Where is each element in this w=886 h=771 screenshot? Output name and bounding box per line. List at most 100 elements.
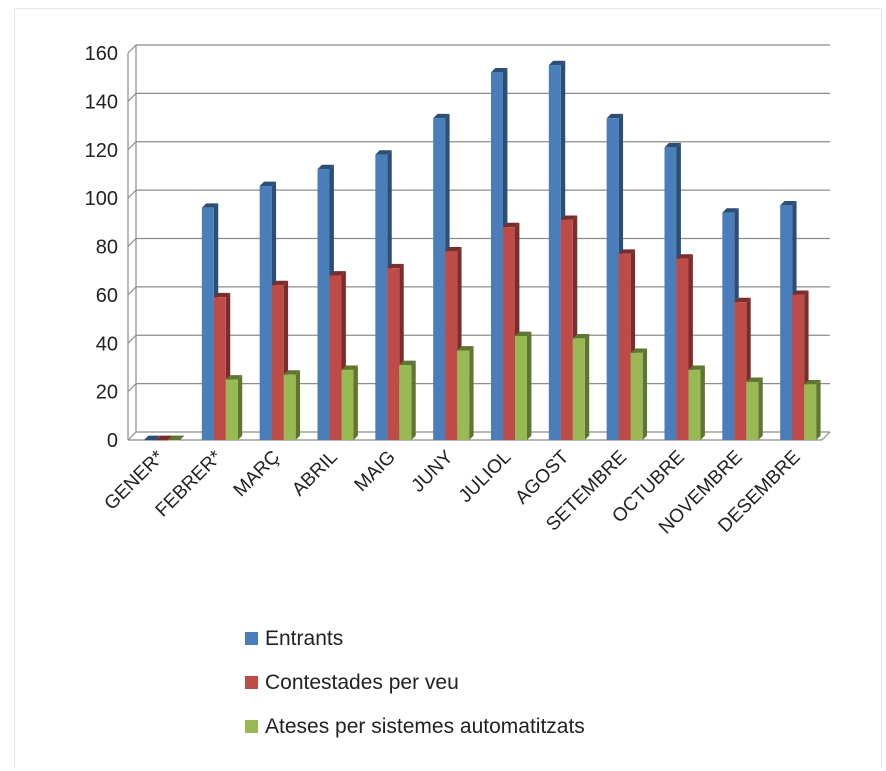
bar-top	[387, 263, 404, 269]
bar-ateses	[746, 377, 763, 440]
bar-front	[792, 294, 805, 440]
y-tick-label: 0	[107, 430, 118, 452]
bar-top	[606, 113, 624, 119]
bar-top	[780, 200, 797, 206]
x-tick-label: JULIOL	[455, 447, 515, 507]
gridline-side	[127, 141, 137, 151]
bar-front	[387, 268, 400, 440]
bar-side	[237, 375, 243, 440]
bar-front	[283, 374, 296, 440]
legend-item: Ateses per sistemes automatitzats	[245, 715, 585, 738]
bar-side	[758, 377, 763, 440]
bar-front	[515, 335, 527, 440]
legend-item: Entrants	[245, 627, 343, 650]
gridline-side	[127, 286, 137, 296]
y-tick-label: 160	[85, 43, 118, 65]
bar-ateses	[572, 334, 590, 440]
bar-front	[664, 147, 677, 441]
bar-front	[375, 154, 388, 440]
chart-frame	[14, 8, 882, 768]
bar-front	[722, 212, 735, 440]
gridline-side	[127, 189, 137, 199]
bar-front	[560, 219, 573, 440]
bar-ateses	[341, 365, 358, 440]
bar-top	[375, 150, 392, 155]
bar-top	[445, 246, 462, 252]
y-tick-label: 140	[85, 91, 118, 113]
bar-front	[225, 379, 238, 440]
gridline-side	[127, 92, 137, 102]
bar-top	[399, 360, 416, 366]
bar-top	[341, 365, 358, 370]
bar-entrants	[144, 435, 161, 441]
legend-swatch	[245, 720, 258, 733]
legend-swatch	[245, 632, 258, 645]
bar-front	[433, 118, 446, 441]
bar-front	[144, 440, 156, 441]
bar-top	[804, 379, 821, 385]
bar-top	[688, 365, 705, 370]
bar-ateses	[399, 360, 416, 440]
bar-front	[457, 350, 470, 440]
bar-front	[688, 369, 701, 440]
bar-side	[816, 379, 821, 440]
bar-front	[804, 384, 817, 440]
bar-side	[295, 370, 301, 440]
bars	[144, 60, 821, 441]
bar-top	[225, 375, 243, 380]
bar-front	[572, 338, 585, 440]
legend-label: Ateses per sistemes automatitzats	[265, 715, 585, 738]
bar-top	[271, 280, 289, 286]
bar-ateses	[804, 379, 821, 440]
bar-front	[606, 118, 619, 441]
legend-item: Contestades per veu	[245, 671, 459, 694]
y-axis: 0 20 40 60 80 100 120 140 160	[85, 43, 129, 452]
bar-top	[676, 254, 693, 259]
bar-top	[630, 348, 648, 353]
bar-front	[780, 205, 793, 440]
bar-ateses	[630, 348, 648, 440]
bar-front	[630, 352, 643, 440]
bar-top	[457, 346, 474, 351]
bar-side	[469, 346, 474, 440]
gridline-side	[127, 44, 137, 54]
bar-top	[201, 203, 219, 208]
bar-front	[399, 365, 412, 440]
y-tick-label: 100	[85, 188, 118, 210]
x-tick-label: MAIG	[351, 447, 400, 496]
bar-front	[341, 369, 354, 440]
bar-side	[642, 348, 648, 440]
bar-side	[527, 331, 532, 440]
bar-top	[548, 60, 566, 66]
bar-top	[329, 271, 346, 276]
bar-front	[329, 275, 342, 440]
y-tick-label: 80	[96, 237, 118, 259]
bar-front	[445, 251, 458, 440]
gridline-side	[127, 431, 137, 441]
x-axis: GENER*FEBRER* MARÇ ABRIL MAIG JUNYJULIOLAGOS…	[101, 446, 805, 538]
bar-ateses	[688, 365, 705, 440]
bar-top	[503, 222, 520, 228]
bar-top	[515, 331, 532, 336]
bar-front	[676, 258, 689, 440]
gridline-side	[127, 383, 137, 393]
bar-top	[433, 113, 450, 119]
bar-front	[317, 169, 330, 440]
bar-front	[734, 302, 747, 440]
y-tick-label: 120	[85, 140, 118, 162]
legend-label: Entrants	[265, 627, 343, 650]
bar-front	[548, 65, 561, 440]
bar-top	[283, 370, 301, 375]
bar-front	[168, 440, 180, 441]
bar-contestades	[156, 435, 173, 441]
bar-side	[411, 360, 416, 440]
bar-top	[664, 142, 681, 148]
bar-top	[144, 435, 161, 440]
bar-ateses	[283, 370, 301, 440]
bar-front	[618, 253, 631, 440]
bar-side	[700, 365, 705, 440]
bar-ateses	[457, 346, 474, 440]
bar-top	[317, 164, 334, 170]
bar-front	[156, 440, 168, 441]
y-tick-label: 60	[96, 285, 118, 307]
